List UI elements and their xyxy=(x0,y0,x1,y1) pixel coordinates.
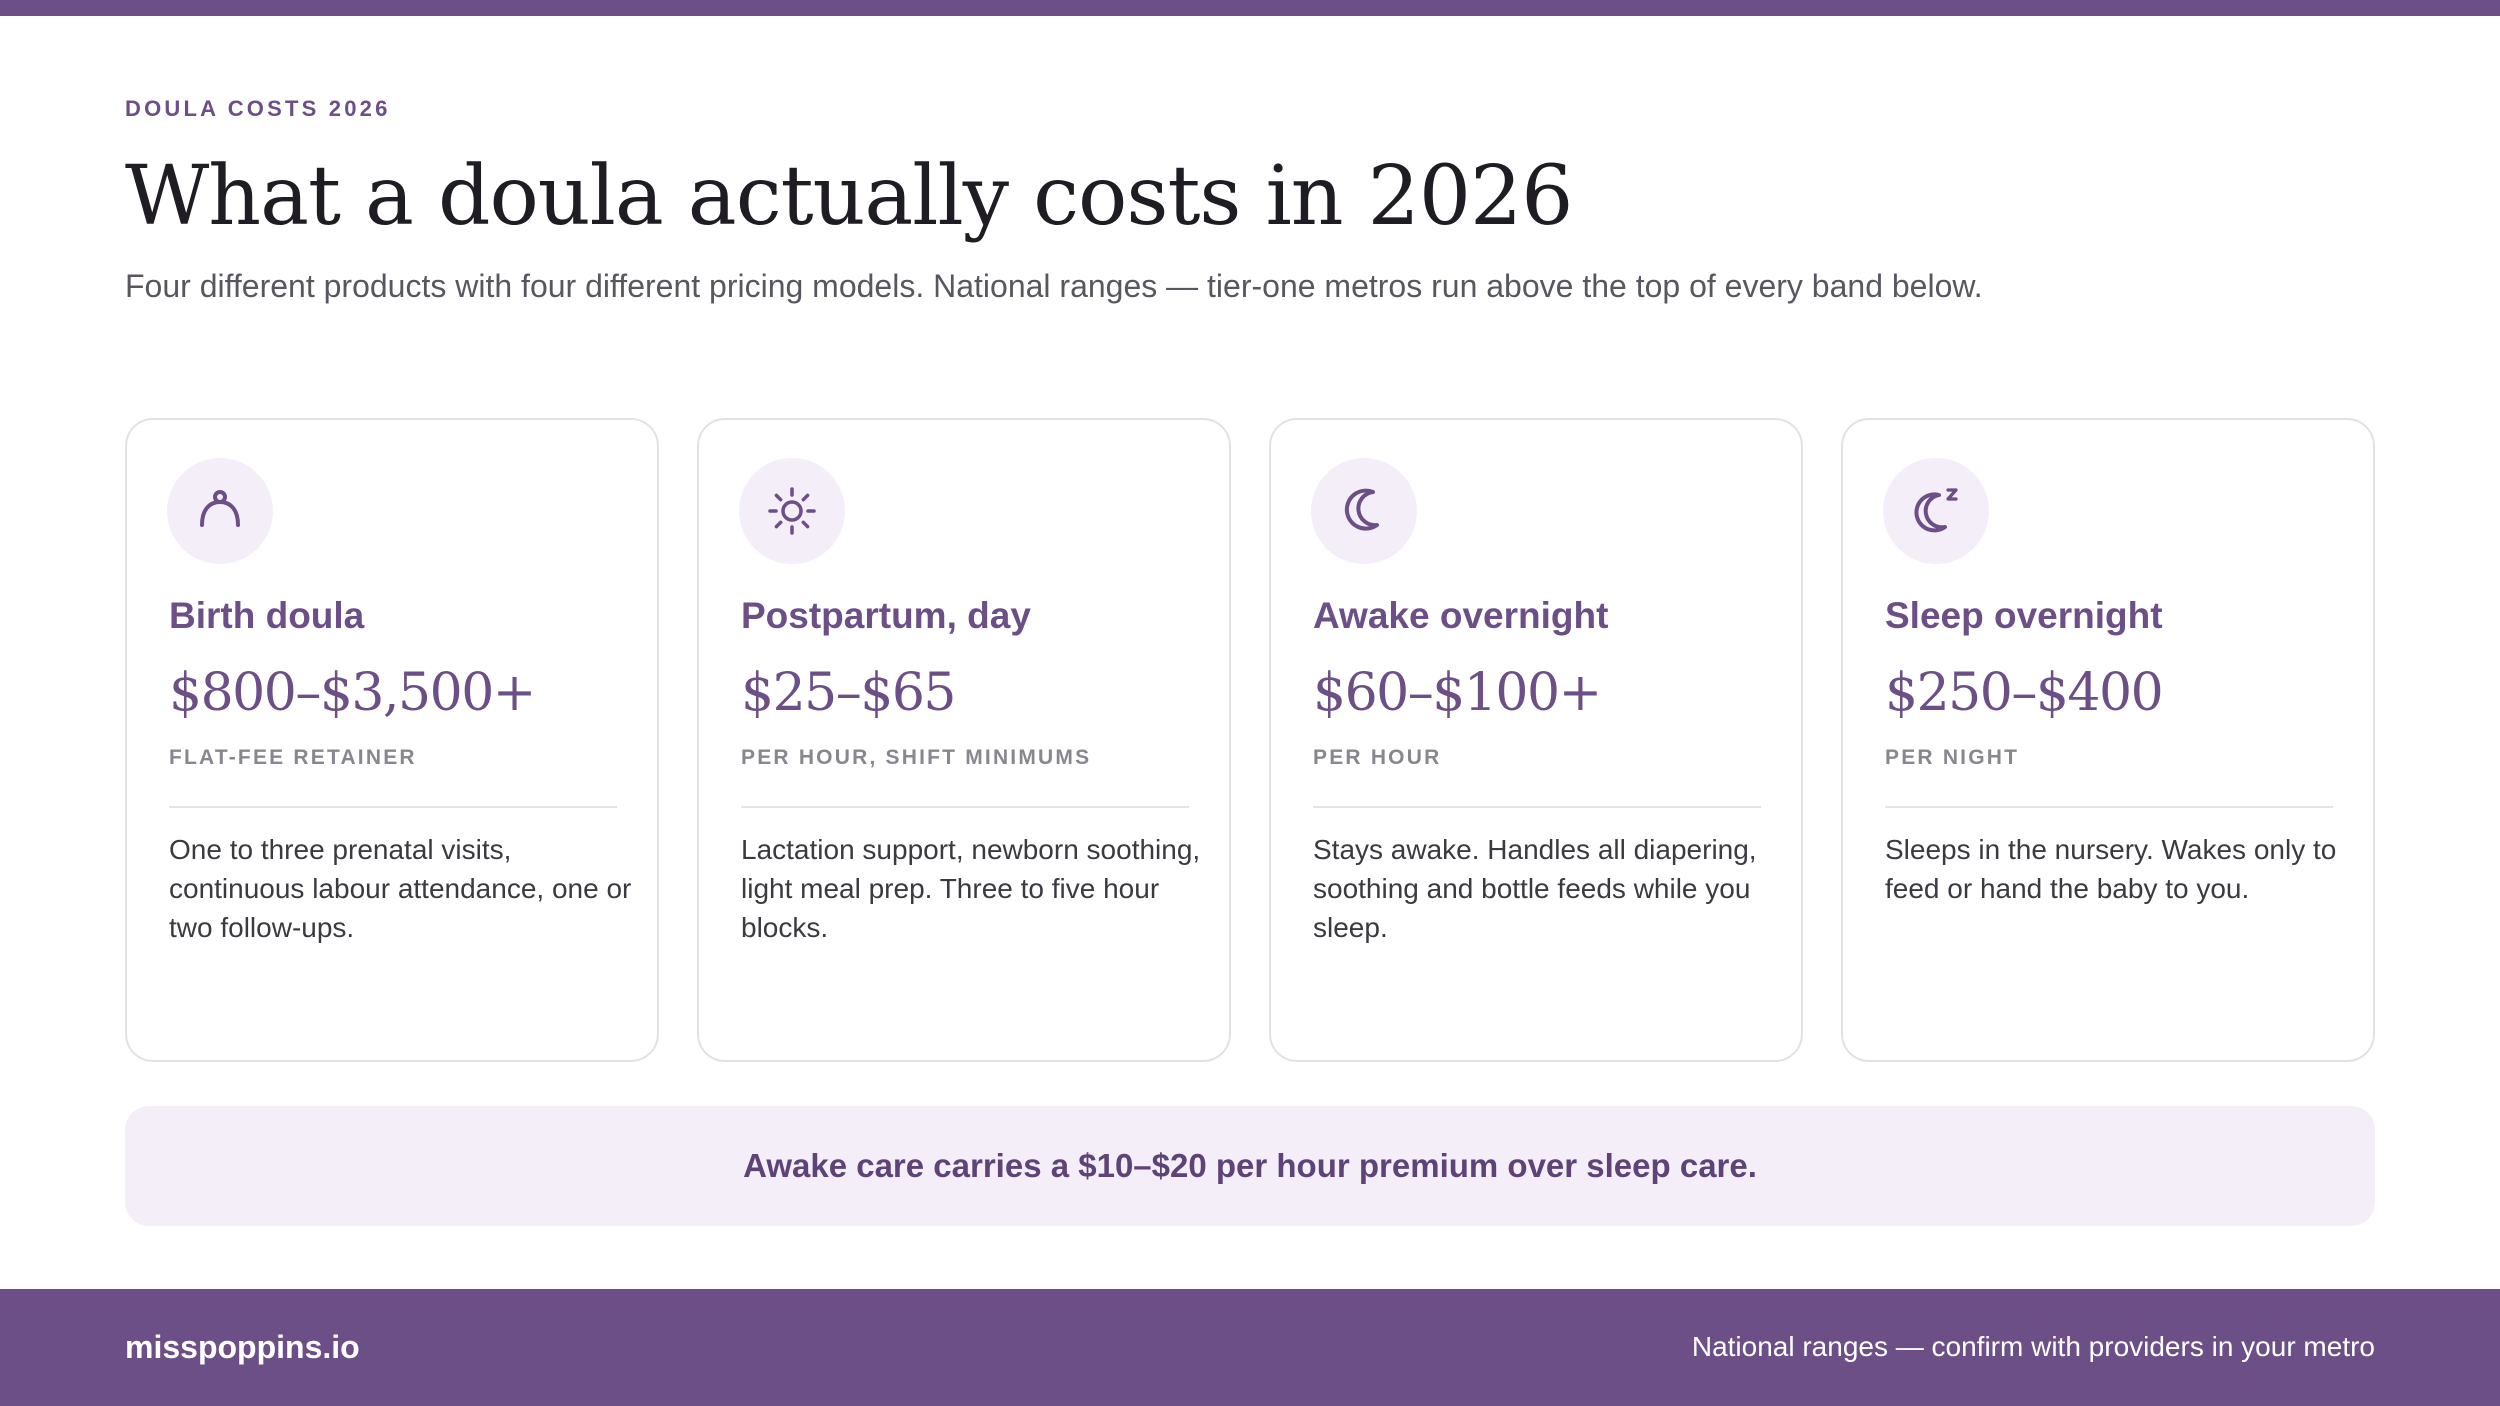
card-unit-label: PER HOUR xyxy=(1313,746,1442,769)
card-awake-overnight: Awake overnight $60–$100+ PER HOUR Stays… xyxy=(1269,418,1803,1062)
page-title: What a doula actually costs in 2026 xyxy=(125,149,1573,244)
card-sleep-overnight: Sleep overnight $250–$400 PER NIGHT Slee… xyxy=(1841,418,2375,1062)
card-price: $25–$65 xyxy=(741,663,957,723)
card-price: $250–$400 xyxy=(1885,663,2164,723)
top-accent-bar xyxy=(0,0,2500,16)
eyebrow-label: DOULA COSTS 2026 xyxy=(125,96,391,121)
card-unit-label: PER NIGHT xyxy=(1885,746,2020,769)
card-title: Birth doula xyxy=(169,595,365,636)
moon-icon xyxy=(1311,458,1417,564)
premium-note-text: Awake care carries a $10–$20 per hour pr… xyxy=(743,1147,1757,1184)
card-description: One to three prenatal visits, continuous… xyxy=(169,834,632,943)
card-divider xyxy=(1313,806,1761,808)
card-divider xyxy=(1885,806,2333,808)
card-description: Lactation support, newborn soothing, lig… xyxy=(741,834,1201,943)
card-price: $800–$3,500+ xyxy=(169,663,536,723)
card-divider xyxy=(169,806,617,808)
card-unit-label: FLAT-FEE RETAINER xyxy=(169,746,417,769)
sun-icon xyxy=(739,458,845,564)
premium-note-banner: Awake care carries a $10–$20 per hour pr… xyxy=(125,1106,2375,1226)
card-postpartum-day: Postpartum, day $25–$65 PER HOUR, SHIFT … xyxy=(697,418,1231,1062)
person-icon xyxy=(167,458,273,564)
page-subtitle: Four different products with four differ… xyxy=(125,268,1983,304)
card-description: Sleeps in the nursery. Wakes only to fee… xyxy=(1885,834,2337,904)
footer: misspoppins.io National ranges — confirm… xyxy=(0,1289,2500,1406)
card-divider xyxy=(741,806,1189,808)
card-birth-doula: Birth doula $800–$3,500+ FLAT-FEE RETAIN… xyxy=(125,418,659,1062)
pricing-cards: Birth doula $800–$3,500+ FLAT-FEE RETAIN… xyxy=(125,418,2375,1062)
card-title: Postpartum, day xyxy=(741,595,1031,636)
moon-sleep-icon xyxy=(1883,458,1989,564)
footer-brand: misspoppins.io xyxy=(125,1329,360,1365)
card-title: Sleep overnight xyxy=(1885,595,2163,636)
card-title: Awake overnight xyxy=(1313,595,1609,636)
footer-note: National ranges — confirm with providers… xyxy=(1691,1331,2375,1362)
card-unit-label: PER HOUR, SHIFT MINIMUMS xyxy=(741,746,1092,769)
card-description: Stays awake. Handles all diapering, soot… xyxy=(1313,834,1757,943)
card-price: $60–$100+ xyxy=(1313,663,1602,723)
